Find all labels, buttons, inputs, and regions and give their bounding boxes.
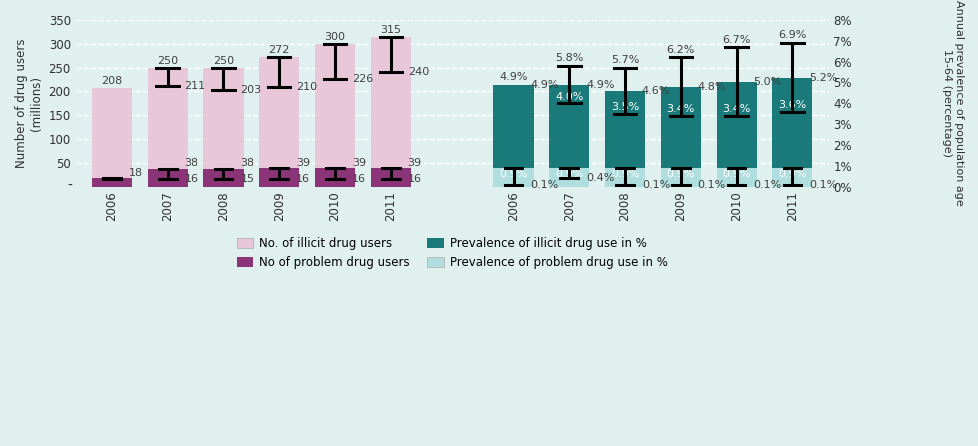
Text: 0.1%: 0.1% bbox=[809, 180, 836, 190]
Text: 3.6%: 3.6% bbox=[778, 100, 806, 110]
Text: 3.4%: 3.4% bbox=[666, 104, 694, 114]
Text: 39: 39 bbox=[351, 157, 366, 168]
Text: 0.4%: 0.4% bbox=[586, 173, 614, 183]
Text: 3.5%: 3.5% bbox=[610, 102, 639, 112]
Text: 4.8%: 4.8% bbox=[697, 82, 726, 91]
Bar bbox=[148, 169, 188, 186]
Bar bbox=[92, 178, 132, 186]
Bar bbox=[660, 87, 700, 186]
Text: 39: 39 bbox=[407, 157, 422, 168]
Text: 250: 250 bbox=[157, 56, 178, 66]
Bar bbox=[604, 168, 645, 186]
Bar bbox=[493, 168, 533, 186]
Text: 16: 16 bbox=[351, 174, 366, 184]
Text: 0.9%: 0.9% bbox=[610, 169, 639, 179]
Text: 6.2%: 6.2% bbox=[666, 45, 694, 55]
Text: 0.9%: 0.9% bbox=[722, 169, 750, 179]
Text: 0.9%: 0.9% bbox=[499, 169, 527, 179]
Text: 0.9%: 0.9% bbox=[666, 169, 694, 179]
Legend: No. of illicit drug users, No of problem drug users, Prevalence of illicit drug : No. of illicit drug users, No of problem… bbox=[232, 233, 672, 274]
Text: 211: 211 bbox=[185, 81, 205, 91]
Text: 15: 15 bbox=[240, 174, 254, 185]
Text: 208: 208 bbox=[101, 76, 122, 86]
Text: 39: 39 bbox=[295, 157, 310, 168]
Bar bbox=[772, 78, 812, 186]
Bar bbox=[716, 83, 756, 186]
Text: 16: 16 bbox=[295, 174, 310, 184]
Text: 315: 315 bbox=[379, 25, 401, 35]
Text: 4.9%: 4.9% bbox=[586, 79, 614, 90]
Text: 18: 18 bbox=[129, 168, 143, 178]
Text: 5.0%: 5.0% bbox=[753, 78, 780, 87]
Text: 16: 16 bbox=[185, 174, 199, 184]
Bar bbox=[259, 168, 299, 186]
Text: 300: 300 bbox=[324, 32, 345, 42]
Text: 4.6%: 4.6% bbox=[642, 86, 670, 96]
Text: 0.1%: 0.1% bbox=[753, 180, 780, 190]
Text: 4.0%: 4.0% bbox=[555, 91, 583, 102]
Bar bbox=[315, 44, 355, 186]
Y-axis label: Number of drug users
(millions): Number of drug users (millions) bbox=[15, 38, 43, 168]
Text: 5.8%: 5.8% bbox=[555, 54, 583, 63]
Bar bbox=[203, 169, 244, 186]
Text: 203: 203 bbox=[240, 85, 261, 95]
Text: 0.9%: 0.9% bbox=[778, 169, 806, 179]
Bar bbox=[148, 68, 188, 186]
Bar bbox=[259, 57, 299, 186]
Bar bbox=[549, 85, 589, 186]
Text: 38: 38 bbox=[240, 158, 254, 168]
Bar bbox=[315, 168, 355, 186]
Text: 16: 16 bbox=[407, 174, 422, 184]
Text: 272: 272 bbox=[268, 45, 289, 55]
Text: 4.9%: 4.9% bbox=[499, 72, 527, 82]
Text: 5.7%: 5.7% bbox=[610, 55, 639, 66]
Text: 5.2%: 5.2% bbox=[809, 73, 837, 83]
Text: 4.9%: 4.9% bbox=[530, 79, 558, 90]
Text: 3.4%: 3.4% bbox=[722, 104, 750, 114]
Bar bbox=[203, 68, 244, 186]
Text: 0.1%: 0.1% bbox=[530, 180, 558, 190]
Bar bbox=[371, 168, 411, 186]
Text: 250: 250 bbox=[212, 56, 234, 66]
Text: 0.1%: 0.1% bbox=[697, 180, 726, 190]
Text: -: - bbox=[67, 179, 72, 193]
Text: 6.9%: 6.9% bbox=[778, 30, 806, 41]
Text: 0.9%: 0.9% bbox=[555, 169, 583, 179]
Text: 6.7%: 6.7% bbox=[722, 35, 750, 45]
Bar bbox=[660, 168, 700, 186]
Bar bbox=[493, 85, 533, 186]
Text: 0.1%: 0.1% bbox=[642, 180, 670, 190]
Y-axis label: Annual prevalence of population age
15-64 (percentage): Annual prevalence of population age 15-6… bbox=[942, 0, 963, 206]
Bar bbox=[772, 168, 812, 186]
Text: 210: 210 bbox=[295, 82, 317, 91]
Bar bbox=[604, 91, 645, 186]
Bar bbox=[549, 168, 589, 186]
Text: 38: 38 bbox=[185, 158, 199, 168]
Text: 240: 240 bbox=[407, 67, 428, 77]
Bar bbox=[371, 37, 411, 186]
Text: 226: 226 bbox=[351, 74, 373, 84]
Bar bbox=[92, 87, 132, 186]
Bar bbox=[716, 168, 756, 186]
